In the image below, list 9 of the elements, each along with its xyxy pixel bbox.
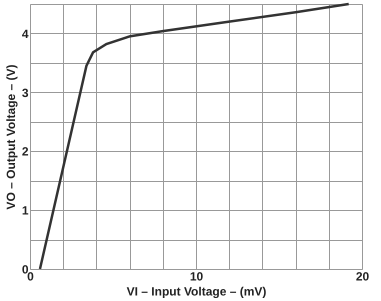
line-series <box>38 2 350 270</box>
y-tick-label: 3 <box>22 86 29 100</box>
x-tick-label: 20 <box>356 270 370 284</box>
y-tick-label: 4 <box>22 26 29 41</box>
y-tick-label: 2 <box>22 144 29 159</box>
x-tick-label: 10 <box>190 270 204 284</box>
y-tick-label: 1 <box>22 204 29 218</box>
x-axis-title: VI – Input Voltage – (mV) <box>126 284 266 298</box>
y-axis-title: VO – Output Voltage – (V) <box>4 64 18 210</box>
